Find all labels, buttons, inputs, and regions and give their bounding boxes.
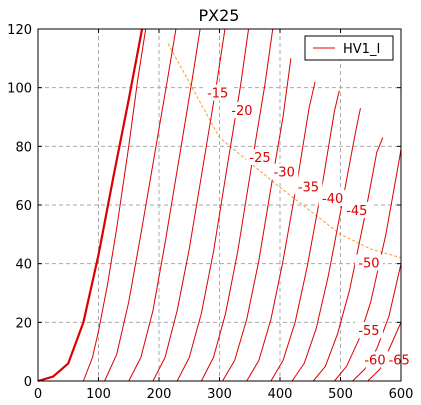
curve-label: -45 (346, 204, 367, 219)
curve-grid-60 (334, 149, 402, 382)
curve-label: -20 (231, 104, 252, 119)
legend[interactable]: HV1_I (304, 35, 394, 61)
x-tick-label: 500 (328, 387, 353, 402)
legend-label: HV1_I (343, 42, 380, 57)
curve-grid-10 (104, 28, 177, 382)
curve-label-bg (354, 322, 383, 339)
curve-label-bg (270, 163, 299, 180)
curve-label: -55 (358, 324, 379, 339)
chart-title: PX25 (199, 6, 240, 25)
curve-grid-65 (352, 263, 402, 382)
y-tick-label: 80 (15, 140, 32, 155)
curve-label: -65 (389, 353, 410, 368)
curve-label: -30 (274, 166, 295, 181)
curve-grid-50 (291, 108, 361, 382)
load-line (167, 43, 402, 259)
x-tick-label: 400 (268, 387, 293, 402)
curve-label-bg (354, 254, 383, 271)
curve-label-bg (227, 102, 256, 119)
y-tick-label: 120 (7, 23, 32, 38)
curve-label-bg (294, 178, 323, 195)
curve-label-bg (318, 190, 347, 207)
curve-label-bg (360, 351, 389, 368)
curve-grid-35 (222, 58, 292, 382)
curve-grid-25 (176, 28, 250, 382)
curve-label-layer: -15-20 -25 -30-35-40-45 -50 -55 -60 -65 (203, 84, 414, 368)
curve-label-bg (385, 351, 414, 368)
curve-label: -15 (207, 87, 228, 102)
curve-label: -60 (364, 353, 385, 368)
curve-grid-45 (270, 90, 340, 382)
curve-label: -40 (322, 192, 343, 207)
y-tick-label: 40 (15, 258, 32, 273)
curve-layer (37, 28, 402, 383)
y-tick-label: 100 (7, 82, 32, 97)
tick-layer: 0 100 200 300 400 500 600 0 20 40 60 80 100 120 (7, 23, 413, 402)
x-tick-label: 100 (86, 387, 111, 402)
curve-grid-40 (246, 81, 316, 382)
curve-label: -35 (298, 180, 319, 195)
load-line-layer (167, 43, 402, 259)
x-tick-label: 200 (147, 387, 172, 402)
curve-grid-55 (312, 137, 384, 382)
y-tick-label: 0 (24, 375, 32, 390)
curve-label: -50 (358, 257, 379, 272)
curve-grid-15 (128, 28, 201, 382)
curve-label-bg (203, 84, 232, 101)
y-tick-label: 20 (15, 316, 32, 331)
curve-grid-5 (82, 28, 147, 382)
x-tick-label: 0 (34, 387, 42, 402)
x-tick-label: 600 (389, 387, 414, 402)
curve-label-bg (246, 149, 275, 166)
curve-label: -25 (249, 151, 270, 166)
curve-grid-0 (37, 28, 144, 383)
curve-grid-30 (200, 28, 274, 382)
curve-label-bg (342, 201, 371, 218)
x-tick-label: 300 (207, 387, 232, 402)
y-tick-label: 60 (15, 199, 32, 214)
